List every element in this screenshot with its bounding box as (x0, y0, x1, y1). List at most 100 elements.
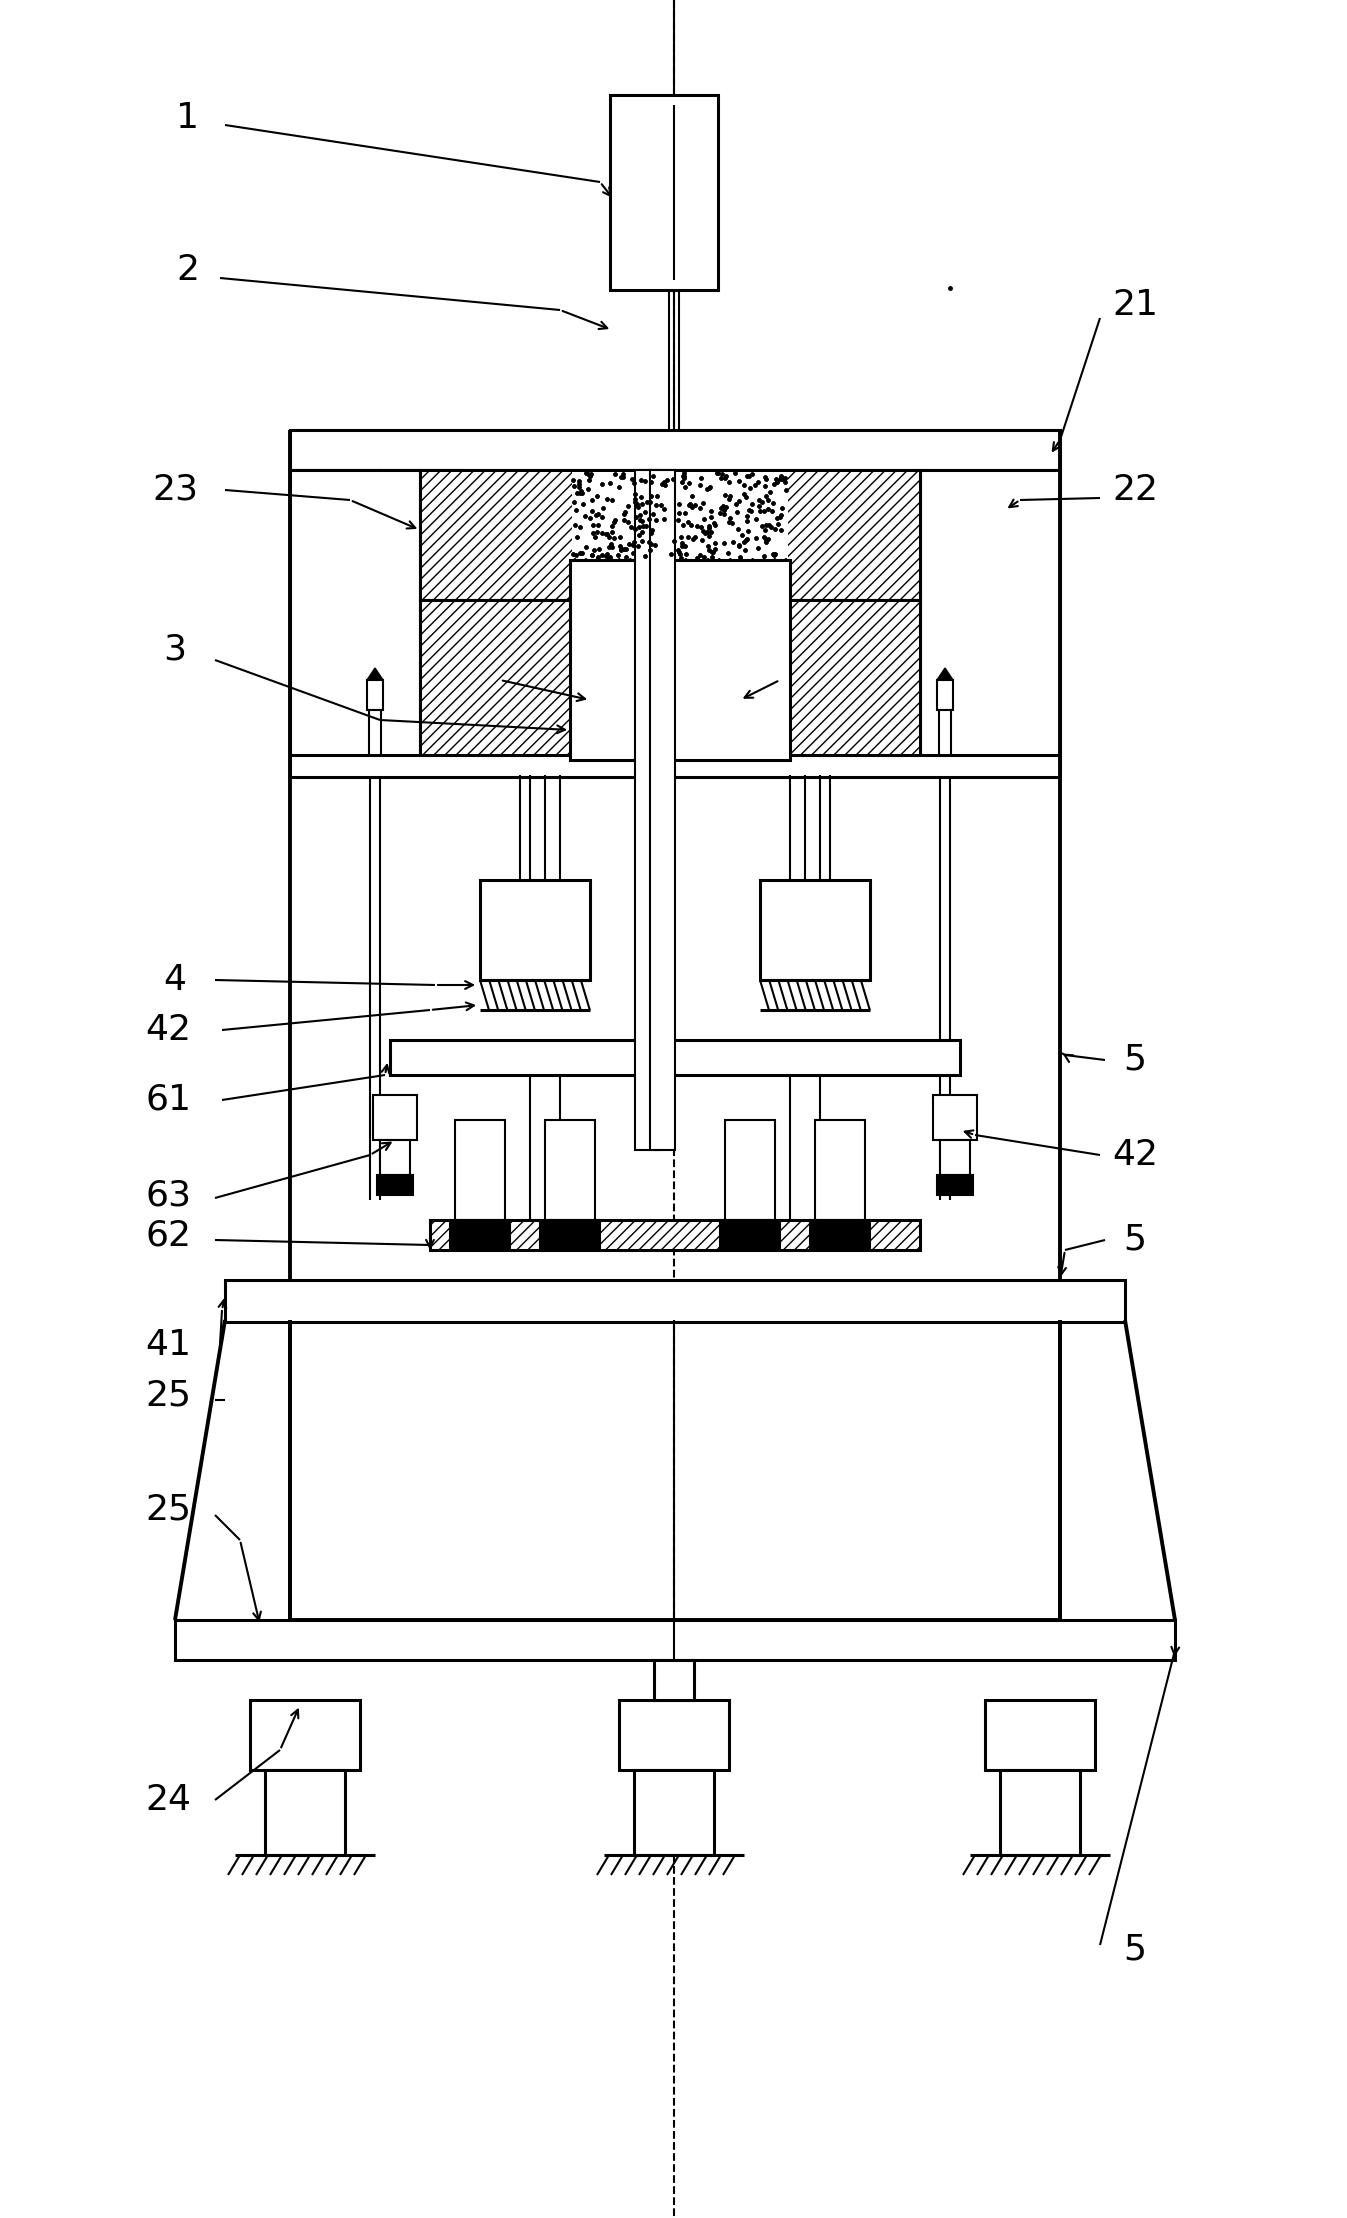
Point (734, 468, 756, 503)
Point (601, 508, 622, 543)
Point (703, 506, 725, 541)
Point (700, 515, 722, 550)
Point (764, 537, 785, 572)
Point (684, 519, 706, 554)
Point (686, 508, 707, 543)
Point (587, 539, 609, 574)
Point (669, 537, 691, 572)
Point (741, 457, 762, 492)
Point (630, 461, 652, 497)
Point (754, 512, 776, 548)
Point (738, 459, 760, 495)
Point (672, 528, 694, 563)
Point (572, 486, 594, 521)
Point (696, 515, 718, 550)
Point (698, 510, 719, 546)
Point (568, 470, 590, 506)
Point (630, 479, 652, 515)
Point (745, 521, 766, 557)
Point (617, 488, 638, 523)
Point (692, 512, 714, 548)
Point (633, 508, 655, 543)
Point (726, 486, 748, 521)
Point (641, 526, 663, 561)
Bar (420, 601, 920, 761)
Point (622, 535, 644, 570)
Point (624, 510, 645, 546)
Point (729, 528, 750, 563)
Point (718, 503, 740, 539)
Point (757, 492, 779, 528)
Point (617, 503, 638, 539)
Point (713, 497, 734, 532)
Point (617, 503, 638, 539)
Point (587, 539, 609, 574)
Point (610, 528, 632, 563)
Bar (251, 1699, 360, 1770)
Point (678, 519, 699, 554)
Point (643, 459, 664, 495)
Point (575, 530, 597, 566)
Point (757, 521, 779, 557)
Point (719, 501, 741, 537)
Point (700, 492, 722, 528)
Bar (546, 1120, 595, 1220)
Point (638, 484, 660, 519)
Point (624, 466, 645, 501)
Point (661, 461, 683, 497)
Point (698, 528, 719, 563)
Point (719, 501, 741, 537)
Point (754, 459, 776, 495)
Point (756, 461, 777, 497)
Point (721, 506, 742, 541)
Point (613, 457, 634, 492)
Point (581, 457, 602, 492)
Point (700, 499, 722, 535)
Point (591, 517, 613, 552)
Point (564, 508, 586, 543)
Point (581, 537, 602, 572)
Point (756, 508, 777, 543)
Point (713, 492, 734, 528)
Point (574, 499, 595, 535)
Point (626, 490, 648, 526)
Point (660, 537, 682, 572)
Point (566, 492, 587, 528)
Point (761, 492, 783, 528)
Point (692, 539, 714, 574)
Text: 61: 61 (145, 1082, 191, 1118)
Point (632, 523, 653, 559)
Point (757, 492, 779, 528)
Point (672, 508, 694, 543)
Point (601, 508, 622, 543)
Point (772, 490, 793, 526)
Point (756, 479, 777, 515)
Point (570, 472, 591, 508)
Point (764, 537, 785, 572)
Point (641, 464, 663, 499)
Point (714, 477, 735, 512)
Bar (480, 881, 590, 980)
Point (753, 539, 775, 574)
Bar (620, 1699, 729, 1770)
Point (562, 537, 583, 572)
Point (684, 519, 706, 554)
Point (731, 517, 753, 552)
Point (702, 535, 723, 570)
Bar (430, 1220, 920, 1251)
Bar (938, 1176, 973, 1196)
Point (756, 461, 777, 497)
Point (610, 459, 632, 495)
Point (567, 519, 589, 554)
Point (766, 464, 788, 499)
Point (563, 461, 585, 497)
Point (570, 510, 591, 546)
Point (591, 537, 613, 572)
Point (679, 486, 700, 521)
Point (690, 490, 711, 526)
Point (610, 530, 632, 566)
Point (682, 488, 703, 523)
Point (629, 517, 651, 552)
Point (761, 492, 783, 528)
Point (692, 539, 714, 574)
